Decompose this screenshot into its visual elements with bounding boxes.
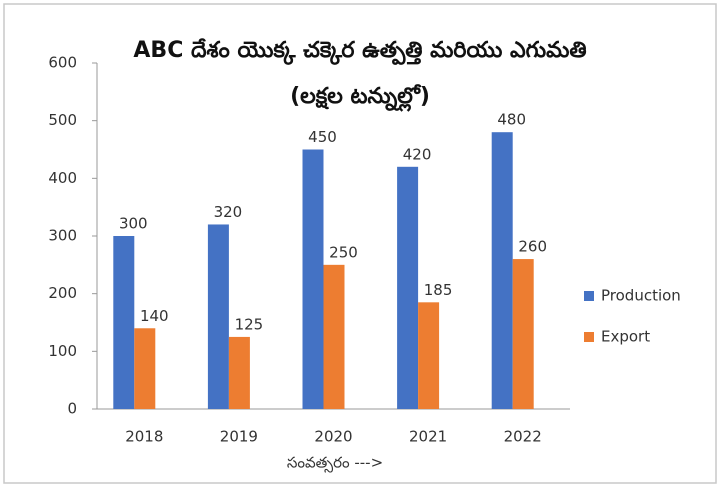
bar <box>323 264 345 409</box>
data-label: 125 <box>235 315 264 333</box>
bar <box>418 302 440 409</box>
chart-title: ABC దేశం యొక్క చక్కెర ఉత్పత్తి మరియు ఎగు… <box>133 38 587 109</box>
data-label: 420 <box>403 145 432 163</box>
data-label: 140 <box>140 307 169 325</box>
bar <box>228 336 250 409</box>
y-tick-label: 200 <box>48 284 77 302</box>
legend-label: Export <box>601 328 650 346</box>
legend-swatch <box>584 332 594 342</box>
y-tick-label: 600 <box>48 54 77 72</box>
bar <box>134 328 156 409</box>
bar <box>397 166 419 409</box>
y-tick-label: 500 <box>48 111 77 129</box>
bar <box>207 224 229 409</box>
bar <box>302 149 324 409</box>
x-tick-label: 2020 <box>314 428 352 446</box>
data-label: 450 <box>308 128 337 146</box>
legend-swatch <box>584 291 594 301</box>
legend-label: Production <box>601 287 681 305</box>
bar <box>512 259 534 409</box>
data-label: 250 <box>329 243 358 261</box>
y-tick-label: 100 <box>48 342 77 360</box>
y-tick-label: 0 <box>67 400 77 418</box>
x-tick-label: 2018 <box>125 428 163 446</box>
data-label: 185 <box>424 281 453 299</box>
x-tick-label: 2022 <box>504 428 542 446</box>
x-axis-label: సంవత్సరం ---> <box>287 454 383 474</box>
y-tick-label: 400 <box>48 169 77 187</box>
bar <box>491 132 513 409</box>
y-tick-label: 300 <box>48 227 77 245</box>
x-tick-label: 2021 <box>409 428 447 446</box>
x-tick-label: 2019 <box>220 428 258 446</box>
data-label: 320 <box>214 203 243 221</box>
data-label: 260 <box>518 238 547 256</box>
bar <box>113 236 135 409</box>
data-label: 300 <box>119 215 148 233</box>
data-label: 480 <box>497 111 526 129</box>
